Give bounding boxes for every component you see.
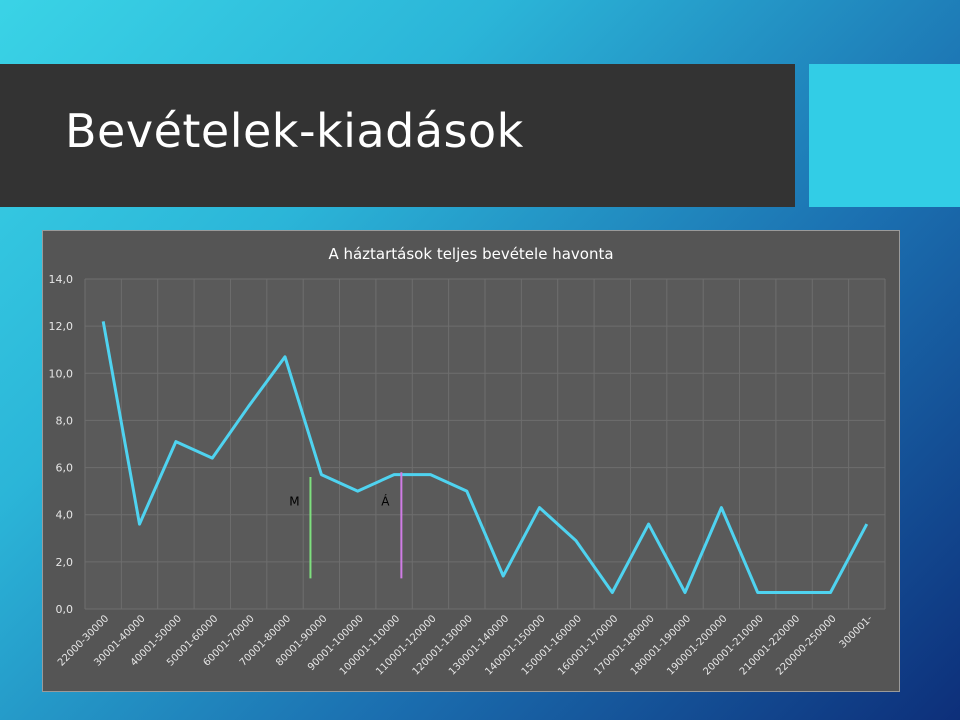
slide-title: Bevételek-kiadások <box>65 104 524 158</box>
y-tick-label: 8,0 <box>56 414 74 427</box>
chart-title: A háztartások teljes bevétele havonta <box>328 245 613 263</box>
y-tick-label: 12,0 <box>49 320 74 333</box>
annotation-label: M <box>289 494 299 508</box>
y-tick-label: 0,0 <box>56 603 74 616</box>
x-tick-label: 300001- <box>838 613 876 651</box>
accent-box <box>809 64 960 207</box>
y-tick-label: 6,0 <box>56 462 74 475</box>
y-tick-label: 4,0 <box>56 509 74 522</box>
y-tick-label: 10,0 <box>49 367 74 380</box>
y-tick-label: 2,0 <box>56 556 74 569</box>
title-bar <box>0 64 795 207</box>
series-line <box>101 321 869 594</box>
y-tick-label: 14,0 <box>49 273 74 286</box>
annotation-label: Á <box>381 493 390 508</box>
